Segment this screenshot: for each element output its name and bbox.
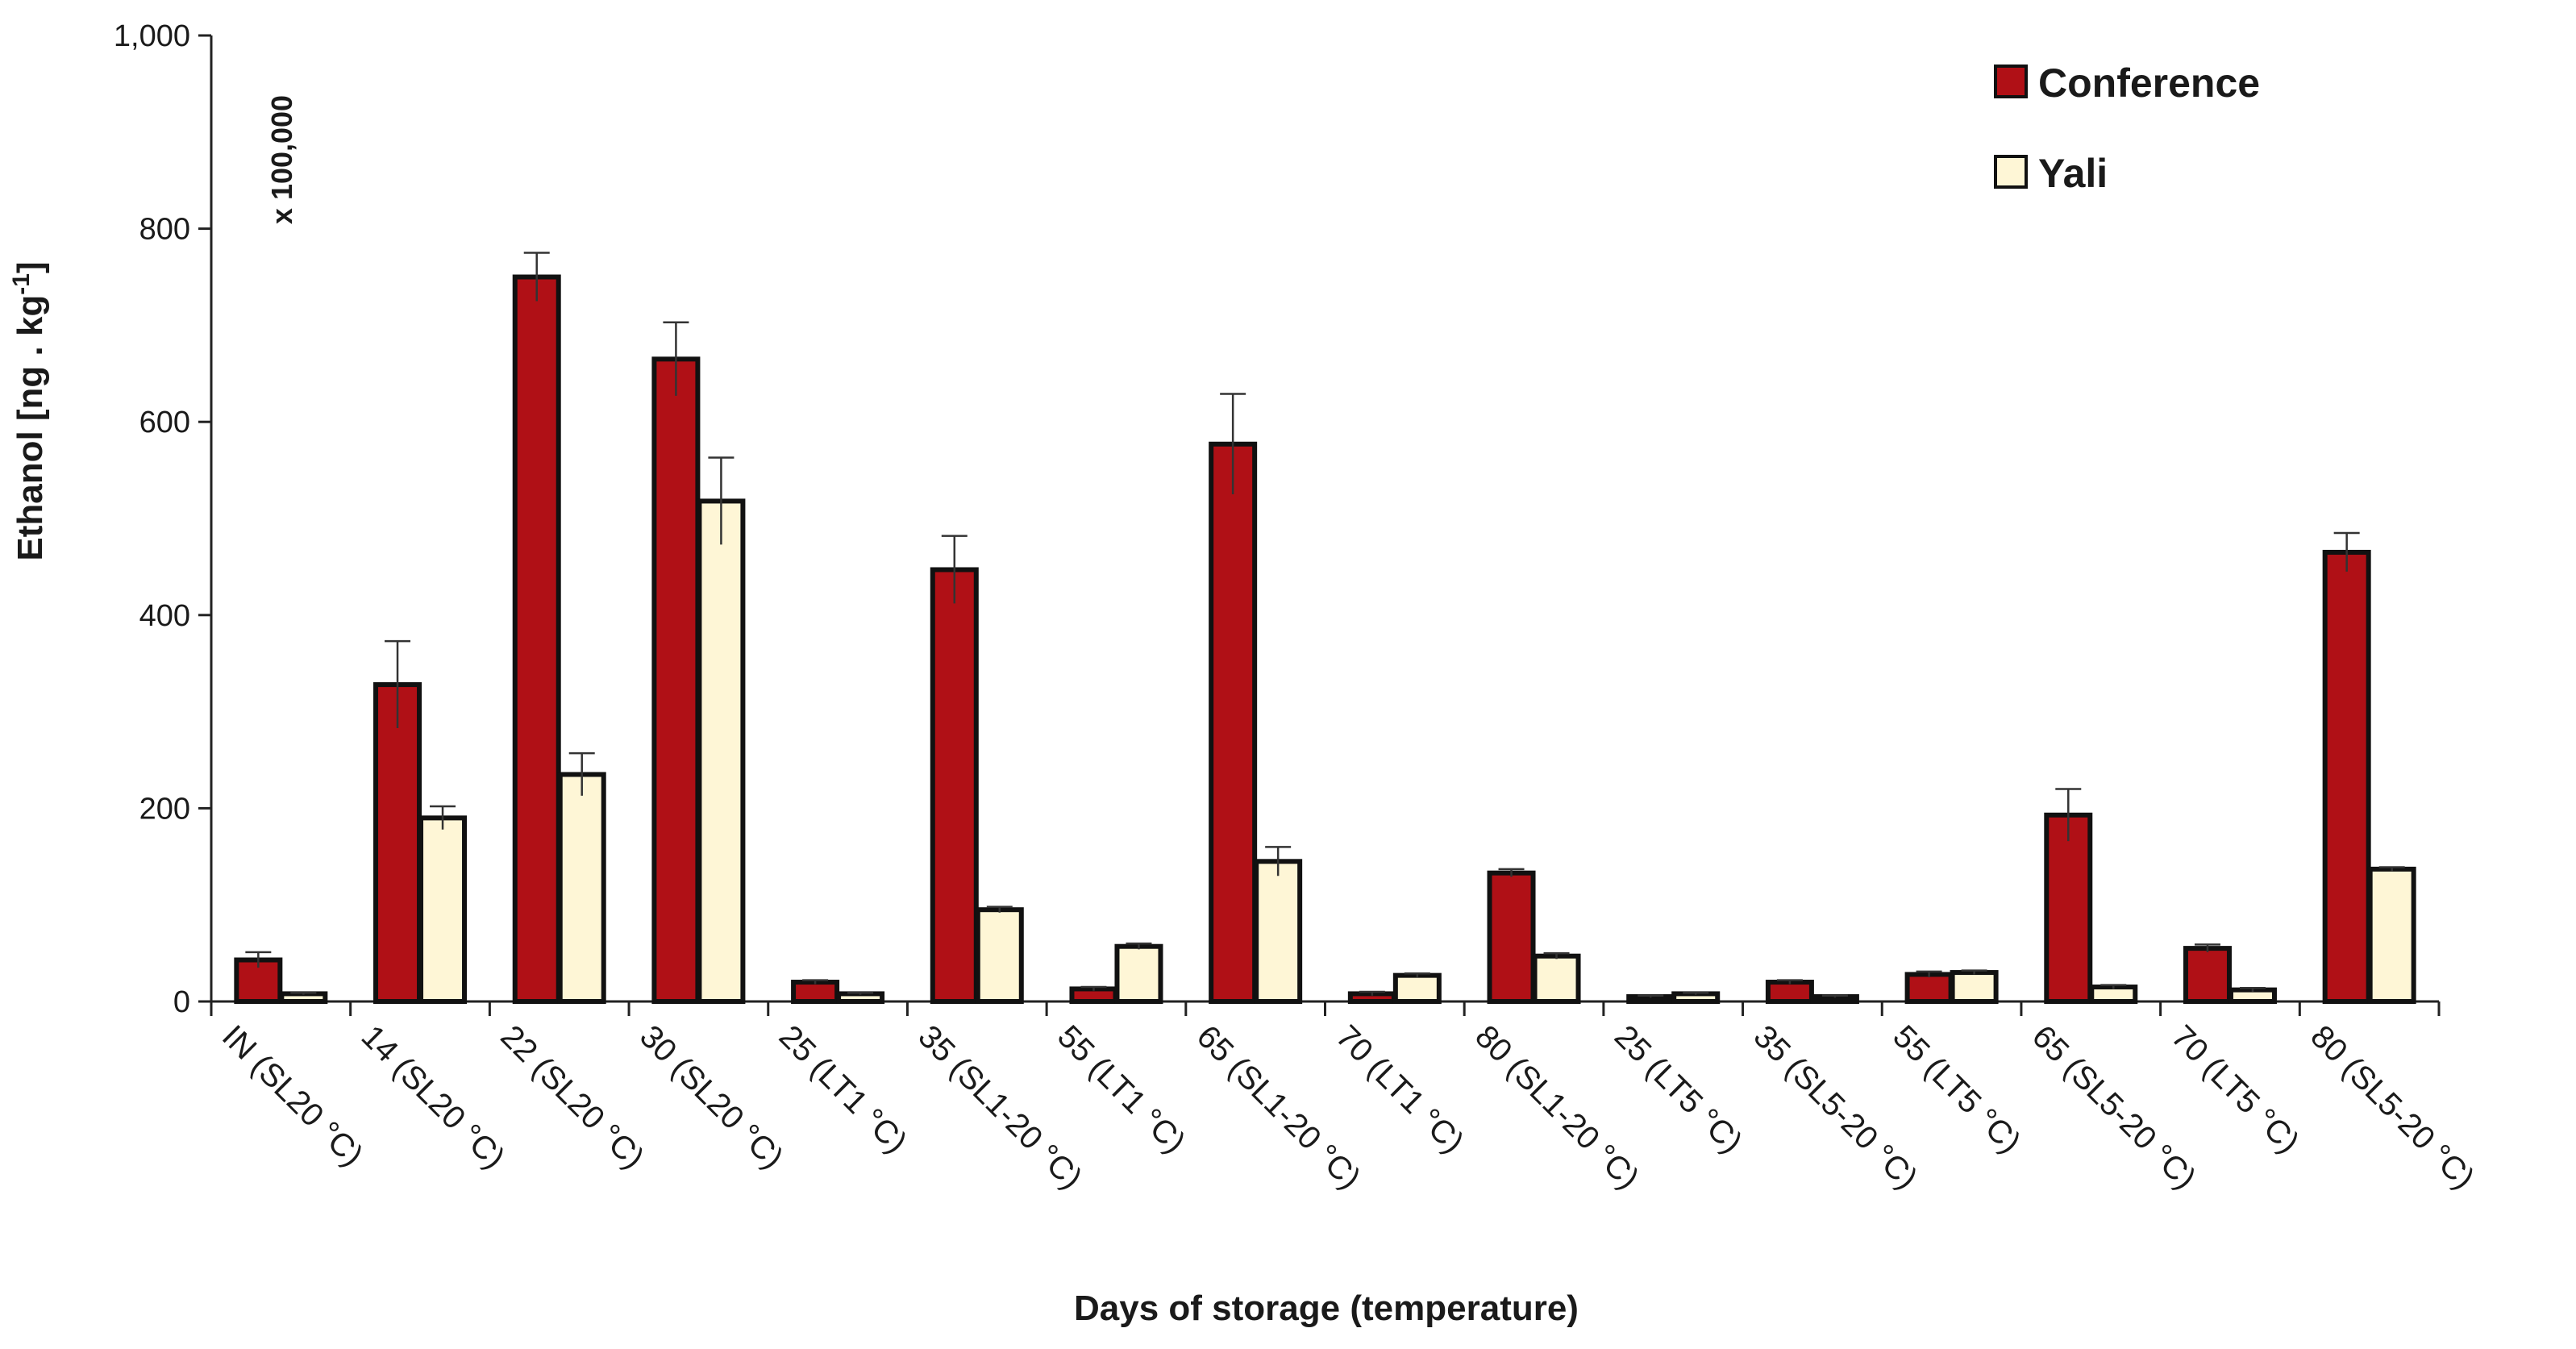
x-axis-title: Days of storage (temperature) bbox=[1074, 1289, 1579, 1328]
x-tick-label: 55 (LT5 °C) bbox=[1886, 1018, 2028, 1160]
bar-conference bbox=[1904, 972, 1954, 1005]
x-tick-label: 70 (LT5 °C) bbox=[2165, 1018, 2307, 1160]
bar-conference bbox=[1487, 870, 1536, 1005]
x-tick-label: 14 (SL20 °C) bbox=[355, 1018, 512, 1176]
y-tick-label: 800 bbox=[139, 213, 190, 247]
y-tick-label: 200 bbox=[139, 792, 190, 826]
legend-swatch-yali bbox=[1994, 155, 2028, 189]
bar-yali bbox=[1671, 991, 1721, 1005]
bar-yali bbox=[1254, 859, 1303, 1005]
x-tick-label: 80 (SL5-20 °C) bbox=[2303, 1018, 2481, 1196]
x-tick-label: IN (SL20 °C) bbox=[215, 1018, 370, 1173]
bar-yali bbox=[1392, 972, 1442, 1005]
bar-yali bbox=[279, 991, 328, 1005]
bar-yali bbox=[1950, 970, 1999, 1005]
bar-yali bbox=[2367, 866, 2416, 1005]
x-tick-label: 30 (SL20 °C) bbox=[633, 1018, 790, 1176]
bar-yali bbox=[2089, 985, 2138, 1005]
bar-yali bbox=[836, 991, 885, 1005]
x-tick-label: 22 (SL20 °C) bbox=[493, 1018, 651, 1176]
bar-conference bbox=[930, 567, 979, 1004]
x-tick-label: 25 (LT1 °C) bbox=[772, 1018, 914, 1160]
x-tick-label: 25 (LT5 °C) bbox=[1608, 1018, 1750, 1160]
bar-conference bbox=[651, 356, 701, 1004]
legend: Conference Yali bbox=[1994, 60, 2260, 196]
legend-label-conference: Conference bbox=[2038, 60, 2260, 106]
y-axis-title: Ethanol [ng . kg-1] bbox=[8, 261, 51, 560]
x-tick-label: 70 (LT1 °C) bbox=[1329, 1018, 1471, 1160]
bar-conference bbox=[373, 682, 422, 1005]
bar-yali bbox=[697, 498, 746, 1004]
y-tick-label: 600 bbox=[139, 406, 190, 439]
bar-yali bbox=[975, 907, 1024, 1004]
bar-conference bbox=[791, 980, 840, 1005]
bars bbox=[234, 252, 2416, 1005]
bar-yali bbox=[1114, 943, 1163, 1004]
category-labels: IN (SL20 °C)14 (SL20 °C)22 (SL20 °C)30 (… bbox=[215, 1018, 2481, 1196]
bar-conference bbox=[512, 274, 561, 1004]
bar-yali bbox=[557, 772, 606, 1004]
y-tick-label: 400 bbox=[139, 599, 190, 633]
y-axis: 0 200 400 600 800 1,000 bbox=[114, 19, 213, 1019]
legend-label-yali: Yali bbox=[2038, 151, 2108, 196]
y-axis-title-main: Ethanol [ng . kg bbox=[10, 295, 50, 561]
bar-conference bbox=[2183, 946, 2232, 1004]
bar-conference bbox=[2322, 549, 2371, 1004]
y-tick-label: 0 bbox=[173, 985, 190, 1019]
bar-conference bbox=[1209, 441, 1258, 1004]
bar-yali bbox=[1532, 953, 1581, 1004]
x-tick-label: 55 (LT1 °C) bbox=[1051, 1018, 1192, 1160]
bar-yali bbox=[418, 815, 468, 1004]
bar-conference bbox=[1765, 980, 1814, 1005]
legend-swatch-conference bbox=[1994, 65, 2028, 98]
y-axis-title-superscript: -1 bbox=[8, 273, 35, 295]
y-tick-label: 1,000 bbox=[114, 19, 190, 53]
y-axis-title-close: ] bbox=[10, 261, 50, 273]
bar-conference bbox=[2044, 812, 2093, 1005]
y-multiplier-label: x 100,000 bbox=[265, 95, 298, 224]
